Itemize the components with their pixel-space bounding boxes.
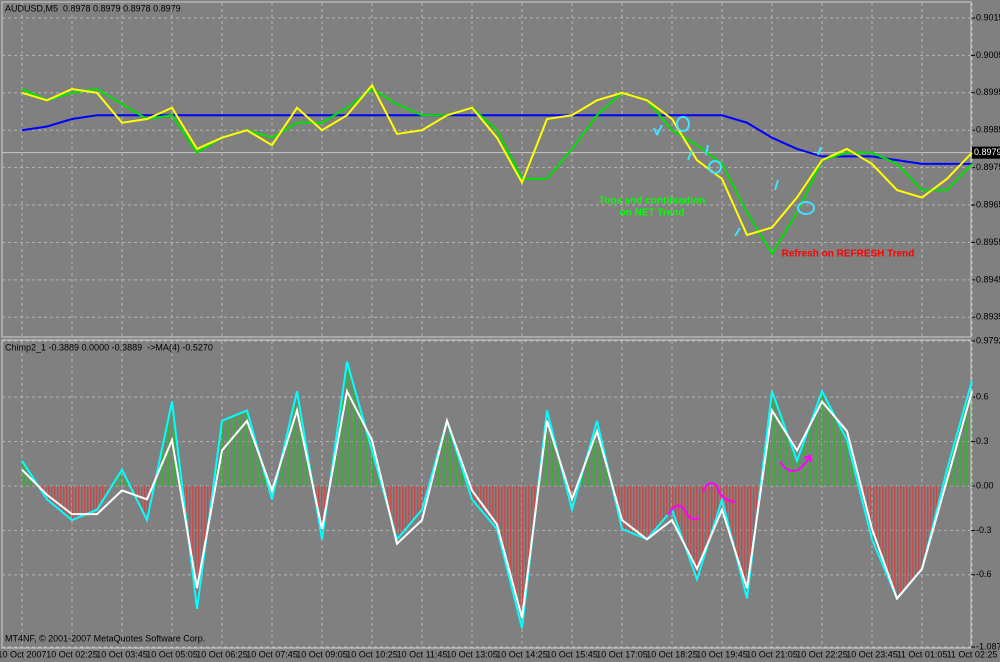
plot-layer: 0.9015 0.9005 0.8995 0.8985 0.8975 0.8965 0.89… xyxy=(0,3,1000,659)
squiggle-mark xyxy=(667,504,701,521)
x-tick-label: 10 Oct 15:45 xyxy=(546,649,598,659)
annotation: on NET Trend xyxy=(620,208,685,219)
annotation: Tops and continuation xyxy=(599,196,705,207)
y-tick-label: -1.0873 xyxy=(976,641,1000,651)
circle-mark xyxy=(797,201,815,215)
current-price-box xyxy=(972,146,1000,159)
x-tick-label: 10 Oct 09:05 xyxy=(296,649,348,659)
x-tick-label: 10 Oct 03:45 xyxy=(96,649,148,659)
squiggle-mark xyxy=(779,454,812,472)
x-tick-label: 10 Oct 13:05 xyxy=(446,649,498,659)
current-price-label: 0.8979 xyxy=(974,147,1000,157)
y-tick-label: 0.8955 xyxy=(976,237,1000,247)
x-tick-label: 10 Oct 07:45 xyxy=(246,649,298,659)
y-tick-label: 0.6 xyxy=(976,392,989,402)
y-tick-label: 0.8995 xyxy=(976,87,1000,97)
arrow-mark xyxy=(653,124,663,136)
histogram-positive xyxy=(22,361,972,486)
oscillator-line xyxy=(21,388,973,619)
y-tick-label: 0.8965 xyxy=(976,199,1000,209)
y-tick-label: 0.8975 xyxy=(976,162,1000,172)
y-tick-label: 0.9792 xyxy=(976,335,1000,345)
drawings xyxy=(653,116,822,521)
oscillator-line xyxy=(21,361,973,629)
x-tick-label: 10 Oct 10:25 xyxy=(346,649,398,659)
x-tick-label: 10 Oct 21:05 xyxy=(746,649,798,659)
y-tick-label: 0.00 xyxy=(976,480,994,490)
circle-mark xyxy=(676,116,690,132)
arrow-mark xyxy=(734,146,822,237)
price-panel xyxy=(1,1,972,338)
x-tick-label: 10 Oct 02:25 xyxy=(46,649,98,659)
x-tick-label: 10 Oct 11:45 xyxy=(397,649,448,659)
footer: MT4NF, © 2001-2007 MetaQuotes Software C… xyxy=(5,633,205,643)
y-tick-label: -0.3 xyxy=(976,525,992,535)
circle-mark xyxy=(708,160,722,174)
arrow-mark xyxy=(687,144,709,161)
y-tick-label: 0.8945 xyxy=(976,274,1000,284)
chart-title: Chimp2_1 -0.3889 0.0000 -0.3889 ->MA(4) … xyxy=(5,342,213,352)
x-tick-label: 10 Oct 2007 xyxy=(0,649,47,659)
x-tick-label: 10 Oct 22:25 xyxy=(796,649,848,659)
x-tick-label: 11 Oct 02:25 xyxy=(947,649,998,659)
x-tick-label: 10 Oct 17:05 xyxy=(596,649,648,659)
y-tick-label: 0.8985 xyxy=(976,125,1000,135)
price-line xyxy=(21,83,973,237)
y-tick-label: 0.3 xyxy=(976,436,989,446)
x-tick-label: 10 Oct 19:45 xyxy=(696,649,748,659)
y-tick-label: 0.9005 xyxy=(976,50,1000,60)
price-line xyxy=(21,114,972,165)
x-tick-label: 10 Oct 05:05 xyxy=(146,649,198,659)
annotation: Refresh on REFRESH Trend xyxy=(782,249,915,260)
y-tick-label: -0.6 xyxy=(976,569,992,579)
x-tick-label: 11 Oct 01:05 xyxy=(897,649,948,659)
chart-title: AUDUSD,M5 0.8978 0.8979 0.8978 0.8979 xyxy=(5,3,181,13)
x-tick-label: 10 Oct 18:25 xyxy=(646,649,698,659)
price-line xyxy=(21,87,973,256)
y-tick-label: 0.9015 xyxy=(976,12,1000,22)
squiggle-mark xyxy=(702,482,736,503)
y-tick-label: 0.8935 xyxy=(976,312,1000,322)
x-tick-label: 10 Oct 14:25 xyxy=(496,649,548,659)
x-tick-label: 10 Oct 06:25 xyxy=(196,649,248,659)
x-tick-label: 10 Oct 23:45 xyxy=(846,649,898,659)
